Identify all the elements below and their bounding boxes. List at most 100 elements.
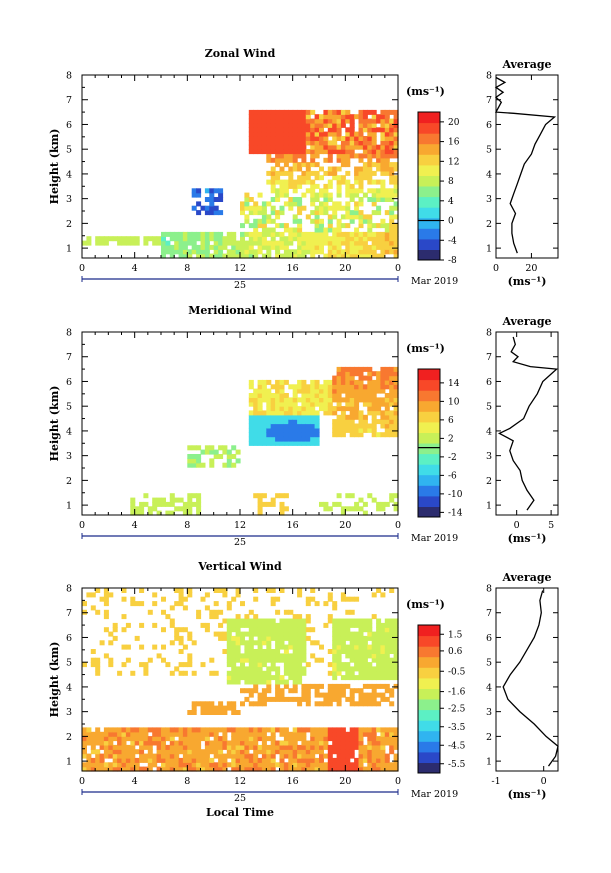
heatmap-cell xyxy=(323,109,329,115)
heatmap-cell xyxy=(323,736,329,742)
heatmap-cell xyxy=(384,371,390,377)
heatmap-cell xyxy=(358,740,364,746)
heatmap-cell xyxy=(240,253,245,259)
heatmap-cell xyxy=(340,419,346,425)
heatmap-cell xyxy=(261,727,267,733)
heatmap-cell xyxy=(292,753,298,759)
heatmap-cell xyxy=(297,414,303,420)
heatmap-cell xyxy=(297,727,303,733)
heatmap-cell xyxy=(90,740,96,746)
heatmap-cell xyxy=(349,375,355,381)
heatmap-cell xyxy=(266,618,272,624)
heatmap-cell xyxy=(393,731,399,737)
heatmap-cell xyxy=(358,731,364,737)
heatmap-cell xyxy=(349,688,355,694)
heatmap-cell xyxy=(340,157,346,163)
heatmap-cell xyxy=(389,244,395,250)
heatmap-cell xyxy=(340,644,346,650)
heatmap-cell xyxy=(174,749,180,755)
heatmap-cell xyxy=(380,144,386,150)
heatmap-cell xyxy=(222,462,228,468)
heatmap-cell xyxy=(244,727,250,733)
heatmap-cell xyxy=(147,657,153,663)
heatmap-cell xyxy=(270,406,276,412)
heatmap-cell xyxy=(196,506,202,512)
heatmap-cell xyxy=(257,635,263,641)
heatmap-cell xyxy=(314,223,320,229)
heatmap-cell xyxy=(86,736,92,742)
heatmap-cell xyxy=(130,596,136,602)
heatmap-cell xyxy=(253,662,259,668)
heatmap-cell xyxy=(244,757,250,763)
heatmap-cell xyxy=(196,749,202,755)
heatmap-cell xyxy=(213,449,219,455)
heatmap-cell xyxy=(283,427,289,433)
heatmap-cell xyxy=(196,736,202,742)
heatmap-cell xyxy=(196,188,202,194)
heatmap-cell xyxy=(362,109,368,115)
heatmap-cell xyxy=(275,153,281,159)
heatmap-cell xyxy=(389,214,395,220)
heatmap-cell xyxy=(169,744,175,750)
heatmap-cell xyxy=(323,197,329,202)
heatmap-cell xyxy=(169,762,175,768)
heatmap-cell xyxy=(253,627,259,633)
heatmap-cell xyxy=(345,210,351,216)
heatmap-cell xyxy=(314,127,320,133)
heatmap-cell xyxy=(349,696,355,702)
heatmap-cell xyxy=(244,218,250,224)
heatmap-cell xyxy=(301,640,307,646)
heatmap-cell xyxy=(240,631,245,637)
heatmap-cell xyxy=(371,592,377,598)
heatmap-cell xyxy=(209,449,215,455)
heatmap-cell xyxy=(345,384,351,390)
heatmap-cell xyxy=(292,666,298,672)
heatmap-cell xyxy=(261,440,267,446)
heatmap-cell xyxy=(209,609,215,615)
heatmap-cell xyxy=(261,696,267,702)
heatmap-cell xyxy=(367,218,373,224)
heatmap-cell xyxy=(332,631,338,637)
heatmap-cell xyxy=(288,153,294,159)
heatmap-cell xyxy=(349,153,355,159)
heatmap-cell xyxy=(314,414,320,420)
heatmap-cell xyxy=(283,109,289,115)
heatmap-cell xyxy=(380,384,386,390)
heatmap-cell xyxy=(288,140,294,146)
heatmap-cell xyxy=(147,506,153,512)
heatmap-cell xyxy=(292,635,298,641)
heatmap-cell xyxy=(248,393,254,398)
heatmap-cell xyxy=(169,640,175,646)
heatmap-cell xyxy=(292,149,298,155)
heatmap-cell xyxy=(174,744,180,750)
heatmap-cell xyxy=(292,622,298,628)
heatmap-cell xyxy=(169,493,175,499)
heatmap-cell xyxy=(380,192,386,198)
heatmap-cell xyxy=(182,596,188,602)
heatmap-cell xyxy=(283,696,289,702)
heatmap-cell xyxy=(340,622,346,628)
heatmap-cell xyxy=(358,666,364,672)
heatmap-cell xyxy=(380,118,386,124)
heatmap-cell xyxy=(393,406,399,412)
heatmap-cell xyxy=(376,627,382,633)
heatmap-cell xyxy=(108,657,114,663)
heatmap-cell xyxy=(244,214,250,220)
heatmap-cell xyxy=(270,210,276,216)
heatmap-cell xyxy=(235,622,241,628)
heatmap-cell xyxy=(235,766,241,772)
heatmap-cell xyxy=(257,744,263,750)
heatmap-cell xyxy=(367,423,373,429)
heatmap-cell xyxy=(226,618,232,624)
heatmap-cell xyxy=(200,236,206,242)
heatmap-cell xyxy=(143,744,149,750)
heatmap-cell xyxy=(275,197,281,202)
heatmap-cell xyxy=(314,397,320,403)
heatmap-cell xyxy=(240,640,245,646)
heatmap-cell xyxy=(178,731,184,737)
heatmap-cell xyxy=(371,740,377,746)
heatmap-cell xyxy=(305,601,311,607)
heatmap-cell xyxy=(283,618,289,624)
heatmap-cell xyxy=(279,122,285,128)
heatmap-cell xyxy=(305,766,311,772)
